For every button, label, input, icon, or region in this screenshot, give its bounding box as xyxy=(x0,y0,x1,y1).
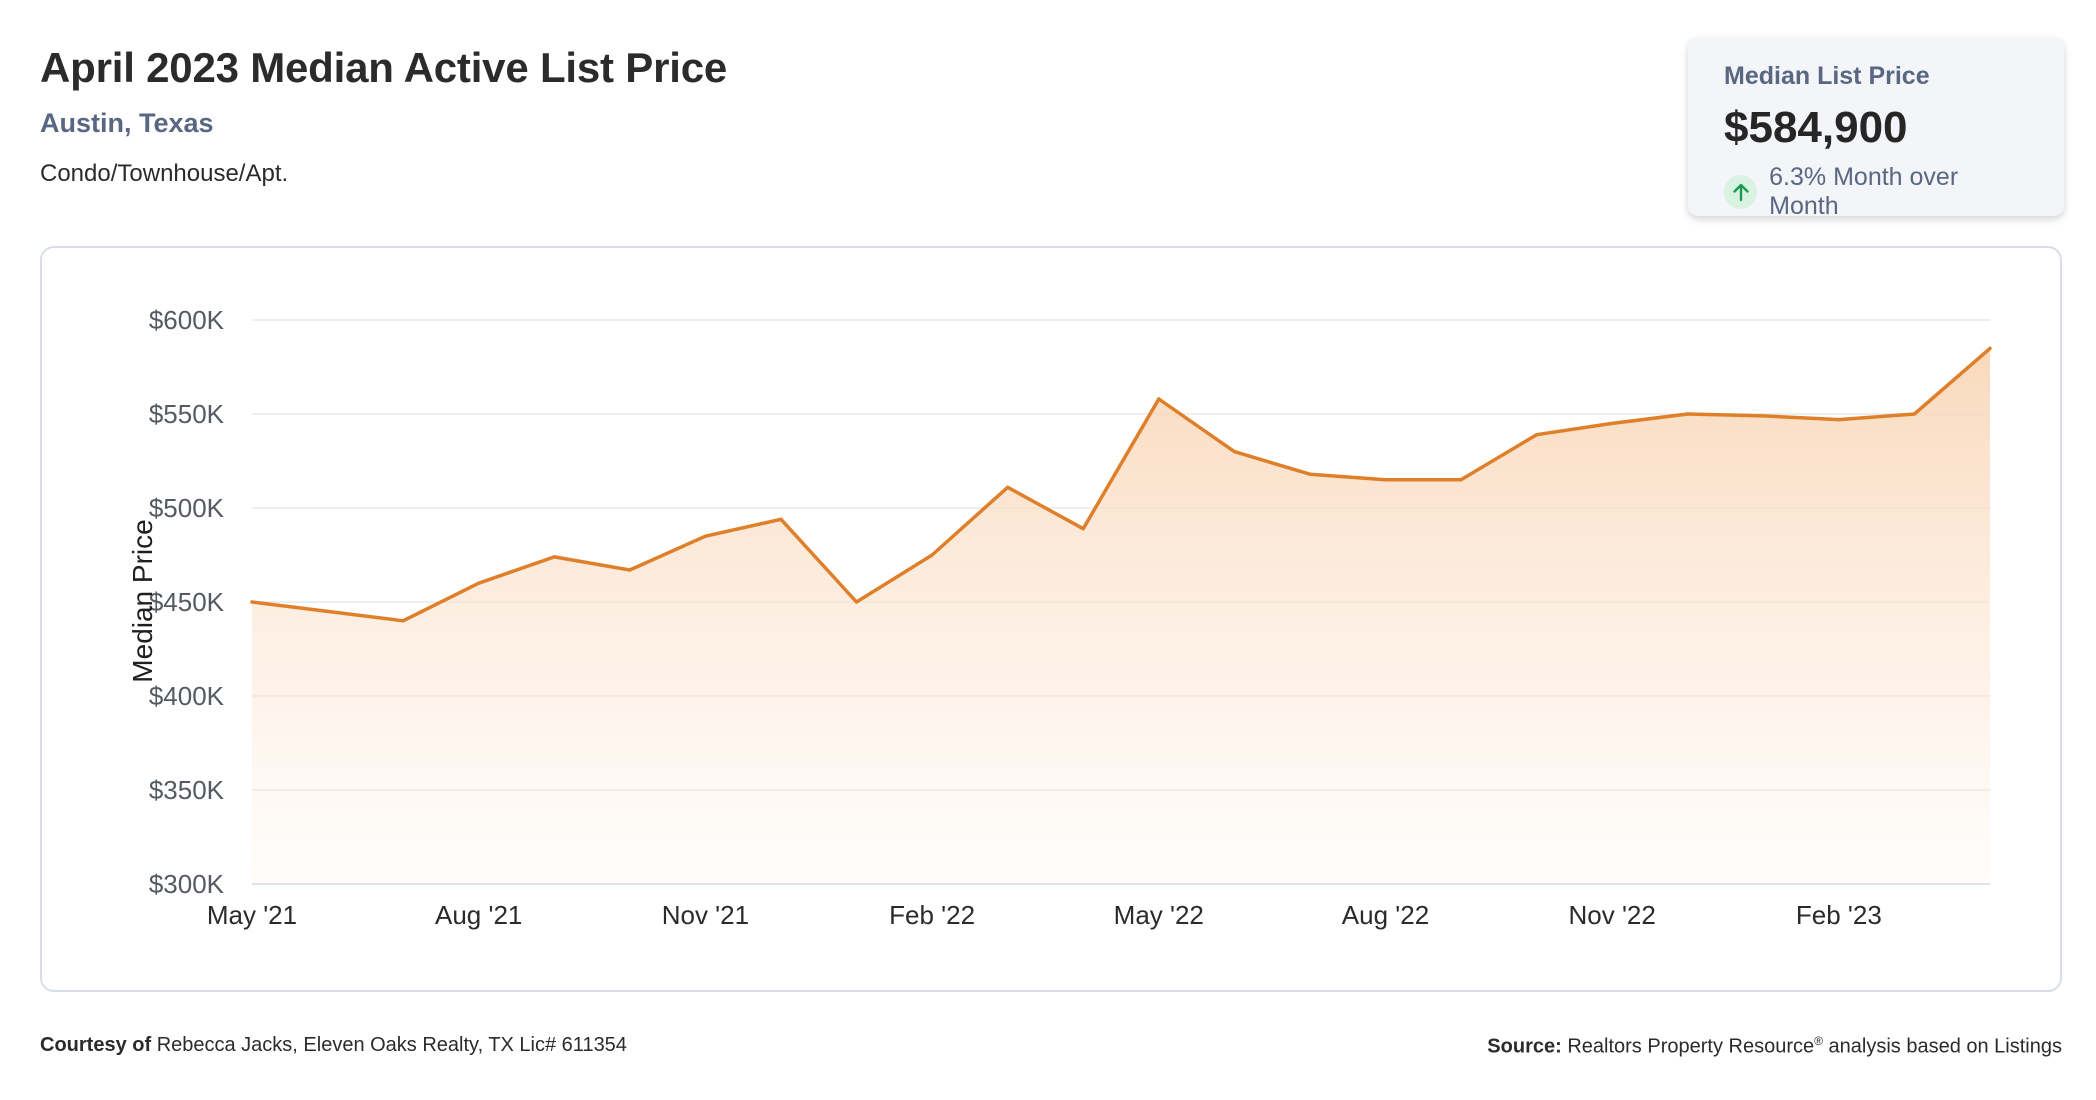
stat-change: 6.3% Month over Month xyxy=(1724,163,2028,221)
data-point xyxy=(1837,418,1841,422)
x-tick-label: Feb '23 xyxy=(1796,900,1882,930)
registered-mark: ® xyxy=(1814,1034,1823,1048)
data-point xyxy=(1383,478,1388,482)
y-tick-label: $350K xyxy=(149,775,225,805)
data-point xyxy=(1006,485,1010,489)
stat-value: $584,900 xyxy=(1724,103,1908,152)
stat-label: Median List Price xyxy=(1724,62,1930,90)
source-text: Realtors Property Resource xyxy=(1567,1035,1815,1058)
x-tick-label: May '21 xyxy=(207,900,297,930)
x-tick-label: May '22 xyxy=(1114,900,1204,930)
area-fill xyxy=(252,348,1990,884)
median-price-line xyxy=(250,346,1992,623)
y-axis-label: Median Price xyxy=(127,519,158,682)
data-point xyxy=(779,517,783,521)
x-tick-label: Feb '22 xyxy=(889,900,975,930)
median-price-chart: $300K $350K $400K $450K $500K $550K $600K May … xyxy=(127,305,1992,930)
stat-change-text: 6.3% Month over Month xyxy=(1769,163,1959,220)
source-text-suffix: analysis based on Listings xyxy=(1828,1035,2062,1058)
median-list-price-card: Median List Price $584,900 6.3% Month ov… xyxy=(1688,38,2064,220)
courtesy-text: Rebecca Jacks, Eleven Oaks Realty, TX Li… xyxy=(156,1034,627,1056)
arrow-up-icon xyxy=(1724,175,1758,209)
y-tick-label: $450K xyxy=(149,587,225,617)
source-footer: Source: Realtors Property Resource® anal… xyxy=(1487,1034,2062,1059)
y-tick-label: $300K xyxy=(149,869,225,899)
data-point xyxy=(1988,346,1992,350)
y-tick-label: $500K xyxy=(149,493,225,523)
location-subtitle: Austin, Texas xyxy=(40,108,214,138)
courtesy-label: Courtesy of xyxy=(40,1034,152,1056)
x-tick-label: Aug '22 xyxy=(1342,900,1429,930)
y-tick-label: $600K xyxy=(149,305,225,335)
property-type-label: Condo/Townhouse/Apt. xyxy=(40,160,289,187)
data-point xyxy=(250,600,254,604)
data-point xyxy=(325,609,330,613)
y-tick-label: $550K xyxy=(149,399,225,429)
data-point xyxy=(1761,414,1765,418)
x-tick-label: Nov '22 xyxy=(1569,900,1656,930)
data-point xyxy=(703,534,707,538)
data-point xyxy=(1610,421,1614,425)
x-tick-label: Aug '21 xyxy=(435,900,522,930)
page-title: April 2023 Median Active List Price xyxy=(40,44,728,91)
y-tick-label: $400K xyxy=(149,681,225,711)
data-point xyxy=(1081,527,1085,531)
data-point xyxy=(1459,478,1463,482)
source-label: Source: xyxy=(1487,1035,1562,1058)
data-point xyxy=(477,581,481,585)
data-point xyxy=(552,555,556,559)
data-point xyxy=(628,568,632,572)
data-point xyxy=(854,600,859,604)
data-point xyxy=(1308,472,1312,476)
data-point xyxy=(1232,450,1236,454)
chart-card: $300K $350K $400K $450K $500K $550K $600K May … xyxy=(40,246,2062,992)
data-point xyxy=(1686,412,1690,416)
data-point xyxy=(1157,397,1161,401)
x-tick-label: Nov '21 xyxy=(662,900,749,930)
data-point xyxy=(1912,412,1917,416)
courtesy-footer: Courtesy of Rebecca Jacks, Eleven Oaks R… xyxy=(40,1034,627,1057)
data-point xyxy=(1535,433,1539,437)
data-point xyxy=(401,619,405,623)
data-point xyxy=(930,553,934,557)
